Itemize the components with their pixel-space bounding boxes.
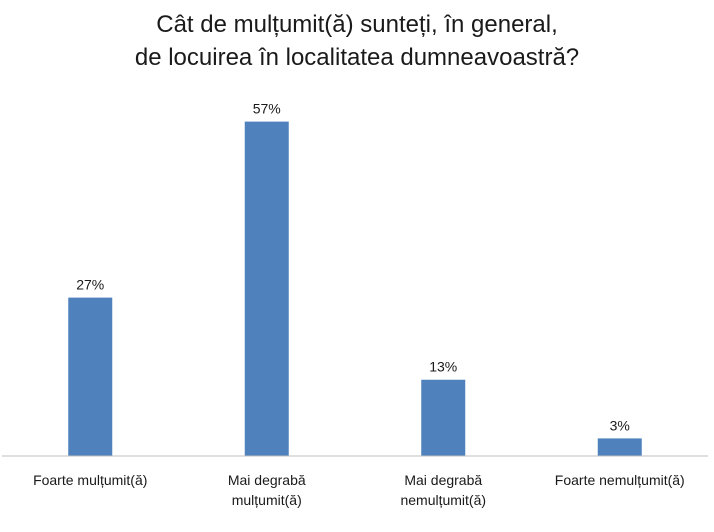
chart-title: Cât de mulțumit(ă) sunteți, în general, … [0,8,714,74]
bar-3 [597,438,642,456]
x-tick-label-0-0: Foarte mulțumit(ă) [33,472,147,488]
data-label-0: 27% [76,277,104,293]
bar-0 [68,297,113,456]
labels-layer: 27% Foarte mulțumit(ă) 57% Mai degrabă mulțu… [33,101,685,508]
bar-2 [421,379,466,456]
chart-title-line-1: Cât de mulțumit(ă) sunteți, în general, [156,11,558,38]
bar-1 [244,121,289,456]
x-tick-label-2-0: Mai degrabă [404,472,482,488]
data-label-2: 13% [429,359,457,375]
x-tick-label-3-0: Foarte nemulțumit(ă) [555,472,685,488]
chart-title-line-2: de locuirea în localitatea dumneavoastră… [134,44,580,71]
bars-layer [68,121,642,456]
data-label-3: 3% [610,417,630,433]
x-tick-label-1-0: Mai degrabă [228,472,306,488]
x-tick-label-2-1: nemulțumit(ă) [400,492,486,508]
data-label-1: 57% [253,101,281,117]
x-tick-label-1-1: mulțumit(ă) [232,492,302,508]
